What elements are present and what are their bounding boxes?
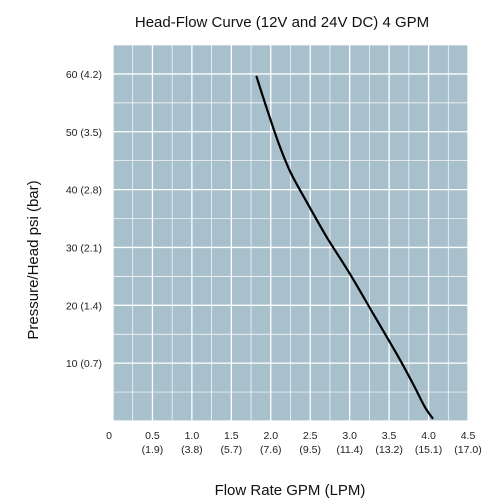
- x-tick-label: 4.5: [461, 430, 476, 442]
- head-flow-curve: [255, 75, 434, 420]
- y-tick-label: 40 (2.8): [66, 185, 102, 197]
- series-layer: [255, 75, 434, 420]
- x-tick-label: 1.0: [185, 430, 200, 442]
- x-tick-label: 3.0: [342, 430, 357, 442]
- x-tick-label: 0.5: [145, 430, 160, 442]
- x-tick-sublabel: (13.2): [375, 444, 402, 456]
- x-tick-label: 2.0: [263, 430, 278, 442]
- y-tick-label: 10 (0.7): [66, 358, 102, 370]
- chart-title: Head-Flow Curve (12V and 24V DC) 4 GPM: [135, 14, 429, 31]
- x-tick-sublabel: (17.0): [454, 444, 481, 456]
- x-tick-label: 1.5: [224, 430, 239, 442]
- y-tick-label: 60 (4.2): [66, 69, 102, 81]
- x-tick-sublabel: (15.1): [415, 444, 442, 456]
- y-axis-title: Pressure/Head psi (bar): [25, 180, 42, 339]
- x-tick-sublabel: (3.8): [181, 444, 203, 456]
- y-tick-label: 20 (1.4): [66, 300, 102, 312]
- x-tick-label: 2.5: [303, 430, 318, 442]
- x-tick-sublabel: (7.6): [260, 444, 282, 456]
- x-axis-ticks: 0 0.5 (1.9) 1.0 (3.8) 1.5 (5.7) 2.0 (7.6) 2.5 (9.5…: [106, 430, 482, 456]
- x-tick-sublabel: (9.5): [299, 444, 321, 456]
- x-axis-title: Flow Rate GPM (LPM): [215, 482, 366, 499]
- x-tick-label: 4.0: [421, 430, 436, 442]
- x-tick-label: 3.5: [382, 430, 397, 442]
- x-tick-sublabel: (11.4): [336, 444, 363, 456]
- grid-lines: [112, 44, 469, 422]
- x-tick-sublabel: (1.9): [142, 444, 164, 456]
- x-tick-label: 0: [106, 430, 112, 442]
- y-tick-label: 50 (3.5): [66, 127, 102, 139]
- y-tick-label: 30 (2.1): [66, 242, 102, 254]
- x-tick-sublabel: (5.7): [221, 444, 243, 456]
- y-axis-ticks: 10 (0.7) 20 (1.4) 30 (2.1) 40 (2.8) 50 (3.5)…: [66, 69, 102, 370]
